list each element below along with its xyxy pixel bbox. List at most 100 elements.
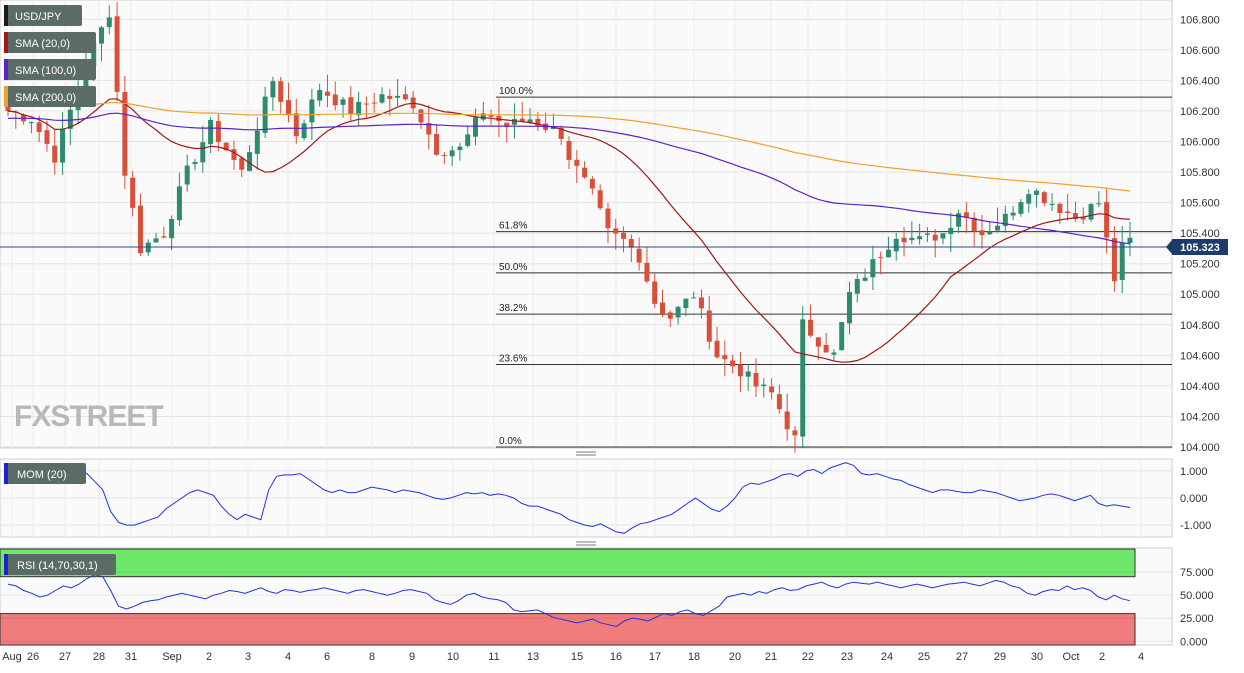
fxstreet-logo: FXSTREET — [14, 400, 163, 433]
candle-body — [1065, 211, 1071, 214]
y-tick-label: 104.600 — [1180, 350, 1220, 362]
sma20-line — [7, 98, 1131, 363]
legend-sma200-label: SMA (200,0) — [15, 92, 76, 104]
candle-body — [948, 227, 954, 235]
fib-label: 23.6% — [499, 354, 527, 365]
candle-body — [91, 43, 97, 66]
main-panel — [0, 0, 1173, 449]
panel-resize-handle-2[interactable] — [576, 541, 596, 546]
legend-sma100[interactable]: SMA (100,0) — [4, 59, 96, 80]
candle-body — [917, 236, 923, 240]
candle-body — [434, 134, 440, 155]
candle-body — [67, 109, 73, 129]
candle-body — [800, 319, 806, 437]
candle-body — [519, 118, 525, 122]
candle-body — [247, 152, 253, 171]
candle-body — [1034, 190, 1039, 195]
panel-resize-handle-1[interactable] — [576, 451, 596, 456]
candle-body — [1080, 217, 1086, 220]
legend-rsi[interactable]: RSI (14,70,30,1) — [4, 554, 116, 575]
candle-body — [776, 394, 782, 410]
legend-sma20-label: SMA (20,0) — [15, 38, 70, 50]
candle-body — [301, 123, 307, 139]
candle-body — [99, 27, 104, 44]
candle-body — [862, 277, 868, 281]
candle-body — [550, 126, 556, 129]
candle-body — [753, 373, 759, 387]
y-tick-label: -1.000 — [1180, 520, 1211, 532]
candle-body — [995, 225, 1001, 231]
candle-body — [192, 161, 198, 165]
candle-body — [324, 91, 330, 96]
candle-body — [504, 122, 510, 128]
candle-body — [909, 237, 915, 241]
candle-body — [854, 278, 860, 294]
candle-body — [691, 297, 697, 299]
momentum-y-axis: 1.000 0.000 -1.000 — [1180, 466, 1211, 532]
candle-body — [815, 337, 821, 347]
sma-lines — [7, 98, 1131, 363]
candle-body — [597, 190, 603, 209]
fib-label: 38.2% — [499, 303, 527, 314]
candle-body — [60, 128, 66, 163]
candle-body — [1072, 213, 1078, 220]
candle-body — [613, 228, 619, 234]
candle-body — [114, 16, 120, 92]
candle-body — [698, 297, 704, 309]
candle-body — [621, 232, 627, 239]
rsi-series — [7, 574, 1131, 628]
candle-body — [223, 142, 229, 151]
candle-body — [660, 302, 665, 314]
x-tick-label: 2 — [1099, 651, 1105, 663]
candle-body — [176, 186, 182, 221]
candle-body — [106, 17, 112, 28]
candle-body — [1018, 202, 1024, 214]
y-tick-label: 106.000 — [1180, 136, 1220, 148]
x-tick-label: 3 — [245, 651, 251, 663]
candle-body — [402, 94, 408, 100]
candle-body — [885, 249, 891, 258]
candle-body — [1096, 203, 1102, 205]
rsi-oversold-band — [0, 613, 1136, 646]
y-tick-label: 106.600 — [1180, 45, 1220, 57]
candle-body — [278, 81, 284, 102]
legend-momentum[interactable]: MOM (20) — [4, 463, 86, 484]
legend-momentum-label: MOM (20) — [17, 469, 67, 481]
candle-body — [1111, 238, 1117, 282]
candle-body — [940, 233, 946, 239]
candle-body — [605, 208, 611, 229]
candle-body — [293, 113, 299, 137]
candle-body — [215, 121, 221, 142]
candle-body — [208, 119, 214, 145]
candle-body — [839, 322, 845, 351]
y-tick-label: 105.000 — [1180, 289, 1220, 301]
y-tick-label: 105.600 — [1180, 198, 1220, 210]
candle-body — [808, 319, 814, 336]
x-tick-label: 18 — [688, 651, 700, 663]
x-tick-label: 6 — [324, 651, 330, 663]
legend-usdjpy[interactable]: USD/JPY — [4, 5, 82, 26]
candle-body — [395, 95, 401, 98]
y-tick-label: 105.800 — [1180, 167, 1220, 179]
x-tick-label: 8 — [369, 651, 375, 663]
legend-sma200[interactable]: SMA (200,0) — [4, 86, 96, 107]
legend-sma20[interactable]: SMA (20,0) — [4, 32, 96, 53]
fib-label: 50.0% — [499, 262, 527, 273]
candle-body — [1119, 242, 1125, 281]
momentum-line — [8, 462, 1131, 534]
y-tick-label: 104.000 — [1180, 442, 1220, 454]
y-tick-label: 104.200 — [1180, 411, 1220, 423]
candle-body — [340, 99, 346, 105]
y-tick-label: 0.000 — [1180, 636, 1208, 648]
x-tick-label: 25 — [918, 651, 930, 663]
candle-body — [878, 257, 884, 259]
x-tick-label: Aug — [2, 651, 22, 663]
candle-body — [737, 364, 743, 377]
candle-body — [1041, 192, 1047, 204]
candle-body — [1002, 213, 1008, 226]
y-tick-label: 104.400 — [1180, 381, 1220, 393]
candle-body — [792, 430, 798, 436]
candle-body — [761, 384, 767, 387]
y-tick-label: 50.000 — [1180, 590, 1214, 602]
x-tick-label: 22 — [802, 651, 814, 663]
